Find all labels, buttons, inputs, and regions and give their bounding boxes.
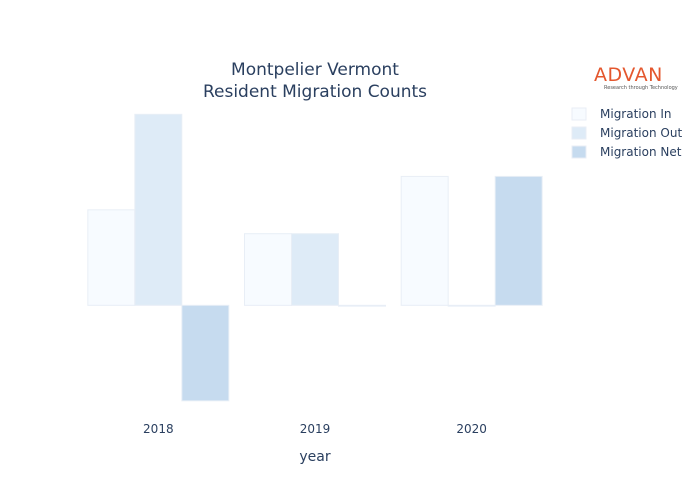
- legend-label: Migration Out: [600, 126, 682, 140]
- chart-title-line-1: Montpelier Vermont: [231, 60, 399, 80]
- bar-migration-out-2018[interactable]: [134, 113, 183, 306]
- bar-migration-out-2019[interactable]: [291, 233, 339, 306]
- bar-migration-in-2019[interactable]: [244, 233, 292, 306]
- legend[interactable]: Migration In Migration Out Migration Net: [571, 107, 682, 159]
- logo-wordmark: ADVAN: [594, 64, 663, 86]
- bars-layer: [87, 113, 543, 402]
- x-tick-label: 2018: [143, 422, 174, 436]
- bar-migration-in-2020[interactable]: [400, 175, 449, 306]
- legend-item-migration-out[interactable]: Migration Out: [571, 126, 682, 140]
- legend-item-migration-net[interactable]: Migration Net: [571, 145, 682, 159]
- chart-title-line-2: Resident Migration Counts: [203, 82, 427, 102]
- legend-label: Migration In: [600, 107, 672, 121]
- bar-migration-in-2018[interactable]: [87, 209, 136, 306]
- logo-tagline: Research through Technology: [604, 85, 678, 91]
- legend-swatch: [571, 126, 587, 140]
- x-axis-title: year: [299, 449, 330, 465]
- advan-logo: ADVAN Research through Technology: [594, 66, 680, 92]
- legend-swatch: [571, 145, 587, 159]
- x-tick-label: 2020: [456, 422, 487, 436]
- bar-migration-out-2020[interactable]: [447, 304, 496, 307]
- bar-migration-net-2020[interactable]: [494, 175, 543, 306]
- legend-label: Migration Net: [600, 145, 682, 159]
- x-tick-label: 2019: [300, 422, 331, 436]
- x-tick-labels: 2018 2019 2020: [143, 422, 487, 436]
- bar-migration-net-2019[interactable]: [338, 304, 386, 307]
- legend-item-migration-in[interactable]: Migration In: [571, 107, 672, 121]
- bar-migration-net-2018[interactable]: [181, 304, 230, 402]
- legend-swatch: [571, 107, 587, 121]
